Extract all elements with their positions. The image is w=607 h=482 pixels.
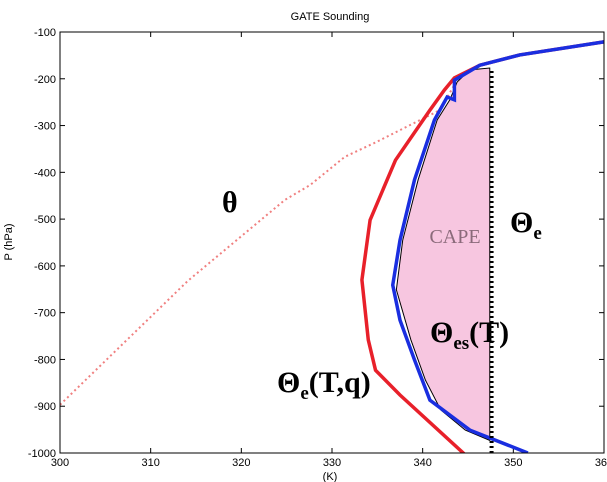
annotation-tail: (T,q) [309,366,371,399]
chart-title: GATE Sounding [291,11,370,23]
y-tick-label: -800 [34,354,56,366]
series-annotation: Θes(T) [430,316,509,354]
annotation-main: Θ [510,206,533,239]
x-tick-label: 330 [323,457,341,469]
cape-label: CAPE [429,226,480,248]
annotation-main: Θ [430,316,453,349]
x-axis-label: (K) [323,471,338,482]
plot-frame [59,31,605,454]
x-tick-label: 320 [232,457,250,469]
series-annotation: θ [222,186,238,219]
y-tick-label: -700 [34,308,56,320]
x-tick-label: 360 [595,457,607,469]
annotation-sub: e [300,383,308,404]
x-tick-label: 340 [413,457,431,469]
series-annotation: Θe [510,206,542,244]
annotation-main: Θ [277,366,300,399]
y-tick-label: -100 [34,27,56,39]
annotation-tail: (T) [469,316,509,349]
y-tick-label: -300 [34,121,56,133]
y-tick-label: -1000 [28,448,56,460]
series-line [60,84,456,406]
y-tick-label: -400 [34,167,56,179]
series-annotation: Θe(T,q) [277,366,371,404]
y-tick-label: -200 [34,74,56,86]
y-tick-label: -500 [34,214,56,226]
series-line [390,40,604,453]
annotation-sub: es [453,333,469,354]
y-tick-label: -900 [34,401,56,413]
x-tick-label: 310 [141,457,159,469]
y-axis-label: P (hPa) [3,223,15,260]
annotation-sub: e [533,223,541,244]
x-tick-label: 300 [51,457,69,469]
y-tick-label: -600 [34,261,56,273]
x-tick-label: 350 [504,457,522,469]
annotation-main: θ [222,186,238,219]
